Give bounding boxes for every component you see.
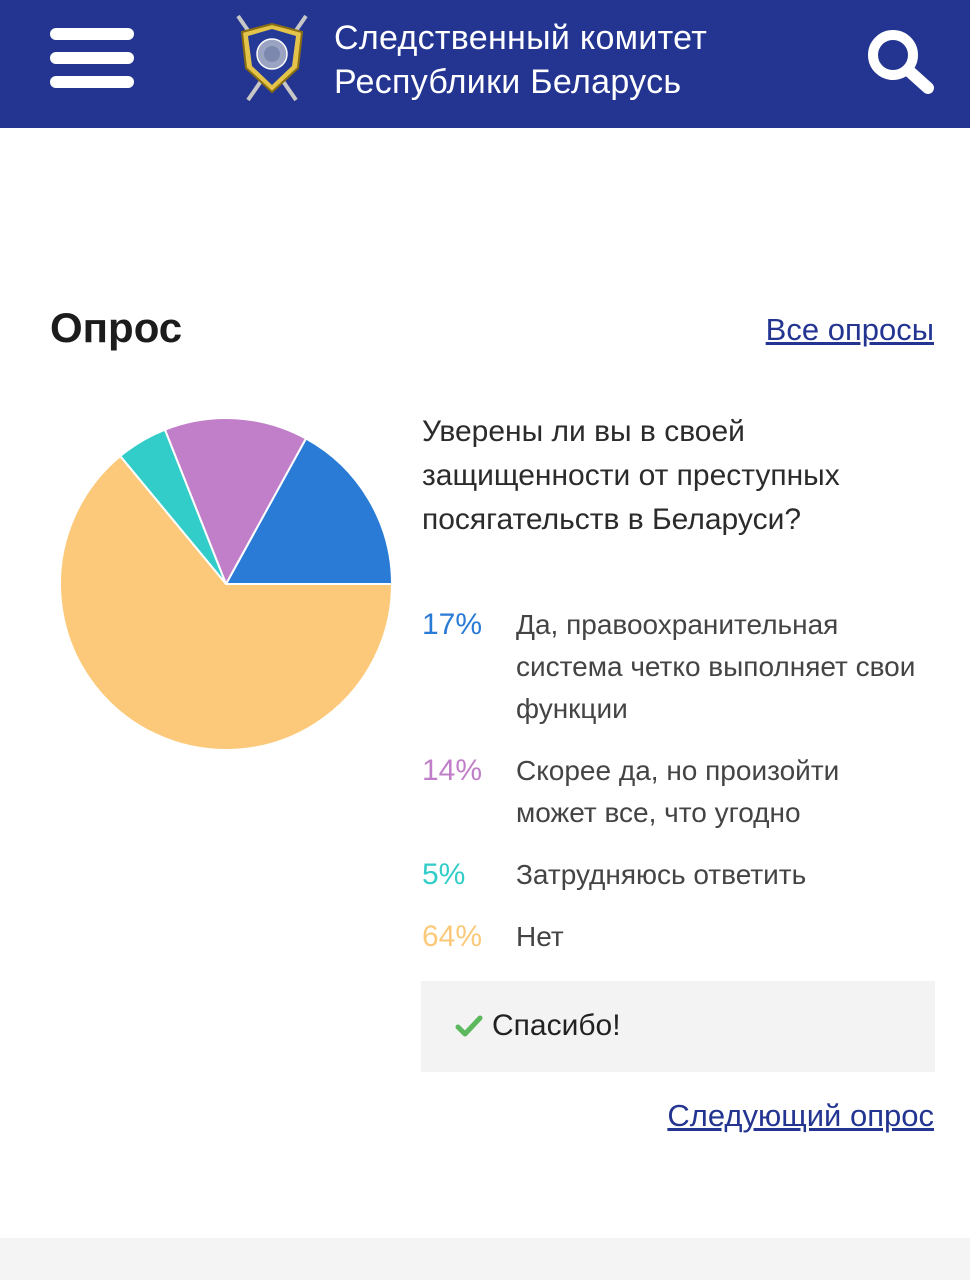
site-title[interactable]: Следственный комитет Республики Беларусь — [334, 16, 707, 104]
answer-text: Скорее да, но произойти может все, что у… — [516, 755, 840, 828]
answer-item: 64% Нет — [422, 916, 942, 958]
answer-percent: 5% — [422, 858, 466, 891]
thanks-message-box: Спасибо! — [421, 981, 935, 1072]
menu-bar — [50, 28, 134, 40]
poll-question: Уверены ли вы в своей защищенности от пр… — [422, 415, 840, 536]
answer-item: 14% Скорее да, но произойти может все, ч… — [422, 750, 942, 834]
answer-percent: 64% — [422, 920, 483, 953]
search-icon[interactable] — [866, 28, 934, 94]
poll-pie-chart — [59, 417, 394, 751]
thanks-text: Спасибо! — [492, 1009, 621, 1042]
pie-slice — [163, 417, 308, 587]
poll-answers: 17% Да, правоохранительная система четко… — [422, 604, 942, 978]
answer-item: 5% Затрудняюсь ответить — [422, 854, 942, 896]
menu-bar — [50, 52, 134, 64]
site-title-line: Республики Беларусь — [334, 63, 682, 101]
pie-slice — [224, 437, 394, 585]
menu-bar — [50, 76, 134, 88]
answer-percent: 17% — [422, 608, 483, 641]
answer-text: Да, правоохранительная система четко вып… — [516, 609, 916, 724]
site-header: Следственный комитет Республики Беларусь — [0, 0, 970, 128]
answer-text: Затрудняюсь ответить — [516, 859, 807, 890]
site-title-line: Следственный комитет — [334, 19, 708, 57]
hamburger-menu-icon[interactable] — [50, 28, 134, 90]
checkmark-icon — [455, 1015, 483, 1037]
answer-item: 17% Да, правоохранительная система четко… — [422, 604, 942, 730]
pie-slice — [59, 454, 394, 751]
answer-percent: 14% — [422, 754, 483, 787]
all-polls-link[interactable]: Все опросы — [765, 312, 934, 347]
committee-emblem-logo[interactable] — [232, 12, 312, 104]
next-poll-link[interactable]: Следующий опрос — [667, 1098, 934, 1133]
footer-band — [0, 1238, 970, 1280]
answer-text: Нет — [516, 921, 564, 952]
section-title: Опрос — [50, 304, 183, 351]
